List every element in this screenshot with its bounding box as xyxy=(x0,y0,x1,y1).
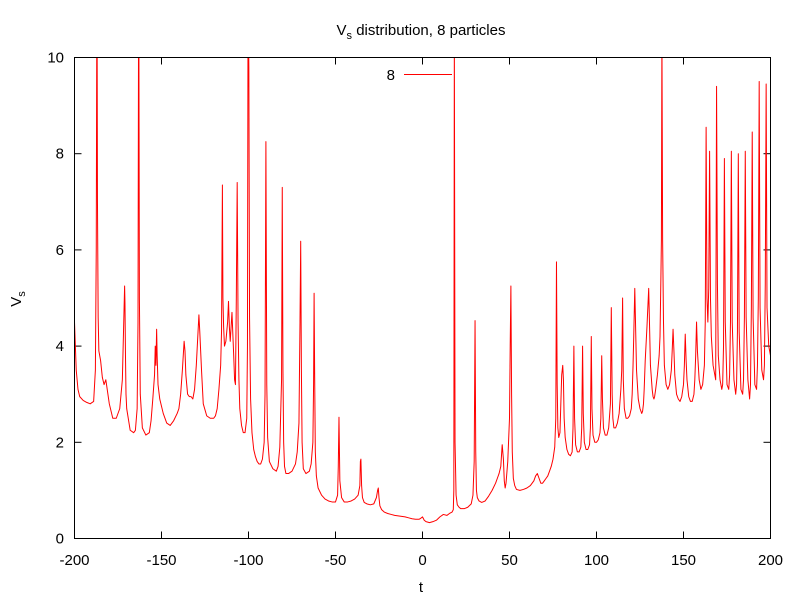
y-tick-label: 10 xyxy=(47,50,64,67)
x-tick-label: 200 xyxy=(758,552,783,569)
title-main: V xyxy=(337,22,347,39)
series-line-8 xyxy=(74,57,771,524)
legend: 8 xyxy=(387,67,452,84)
y-tick-label: 4 xyxy=(56,338,64,355)
chart-title: Vs distribution, 8 particles xyxy=(337,22,506,42)
y-tick-label: 0 xyxy=(56,531,64,548)
x-tick-label: 50 xyxy=(501,552,518,569)
y-axis-label-subscript: s xyxy=(16,291,28,297)
x-axis-label: t xyxy=(419,579,424,596)
x-tick-label: -150 xyxy=(146,552,176,569)
x-tick-label: -50 xyxy=(325,552,347,569)
plot-series-group xyxy=(74,57,771,524)
x-tick-label: -100 xyxy=(233,552,263,569)
title-subscript: s xyxy=(347,30,353,42)
x-axis-ticks: -200 -150 -100 -50 0 50 100 150 200 xyxy=(59,57,783,569)
legend-label: 8 xyxy=(387,67,395,84)
x-tick-label: -200 xyxy=(59,552,89,569)
x-tick-label: 100 xyxy=(584,552,609,569)
x-tick-label: 150 xyxy=(671,552,696,569)
y-axis-label-main: V xyxy=(8,297,25,307)
y-tick-label: 8 xyxy=(56,146,64,163)
x-tick-label: 0 xyxy=(418,552,426,569)
y-axis-ticks: 0 2 4 6 8 10 xyxy=(47,50,771,548)
title-rest: distribution, 8 particles xyxy=(352,22,505,39)
y-tick-label: 6 xyxy=(56,242,64,259)
plot-frame xyxy=(74,57,771,539)
y-axis-label: Vs xyxy=(8,291,28,307)
y-tick-label: 2 xyxy=(56,434,64,451)
